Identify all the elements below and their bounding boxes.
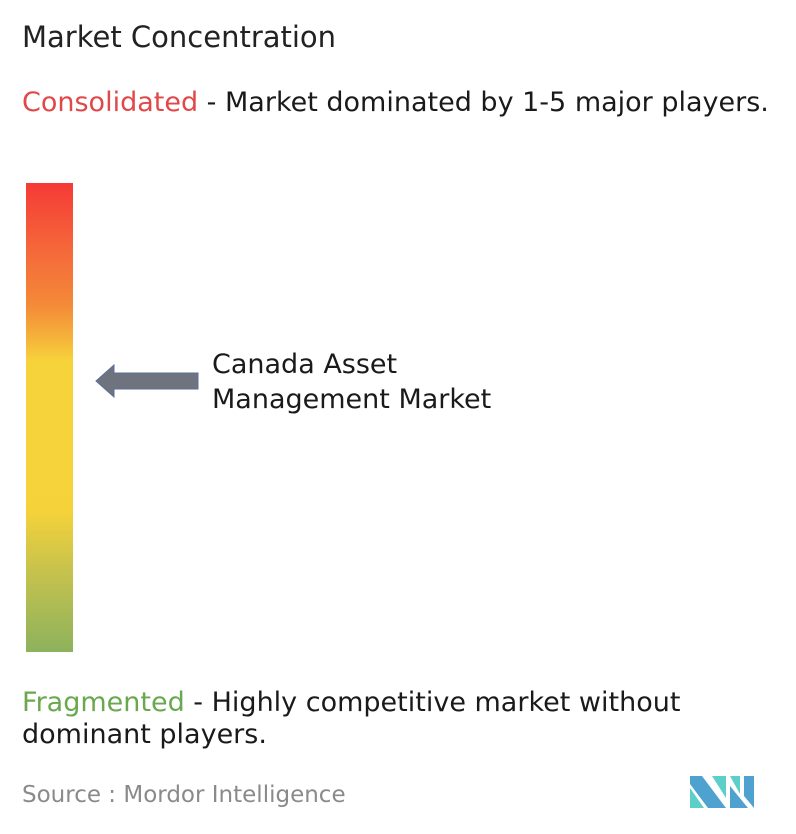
chart-title: Market Concentration [22, 20, 337, 54]
market-name-line1: Canada Asset [212, 349, 398, 380]
market-name-line2: Management Market [212, 384, 492, 415]
consolidated-legend: Consolidated - Market dominated by 1-5 m… [22, 87, 792, 119]
market-position-arrow-icon [95, 364, 199, 399]
mordor-intelligence-logo-icon [690, 776, 754, 808]
fragmented-label: Fragmented [22, 687, 185, 718]
consolidated-label: Consolidated [22, 87, 199, 118]
fragmented-description: - Highly competitive market without domi… [22, 687, 681, 750]
consolidated-description: - Market dominated by 1-5 major players. [198, 87, 769, 118]
concentration-gradient-bar [26, 183, 73, 652]
fragmented-legend: Fragmented - Highly competitive market w… [22, 687, 792, 751]
source-text: Source : Mordor Intelligence [22, 782, 346, 808]
market-label: Canada Asset Management Market [212, 347, 491, 417]
